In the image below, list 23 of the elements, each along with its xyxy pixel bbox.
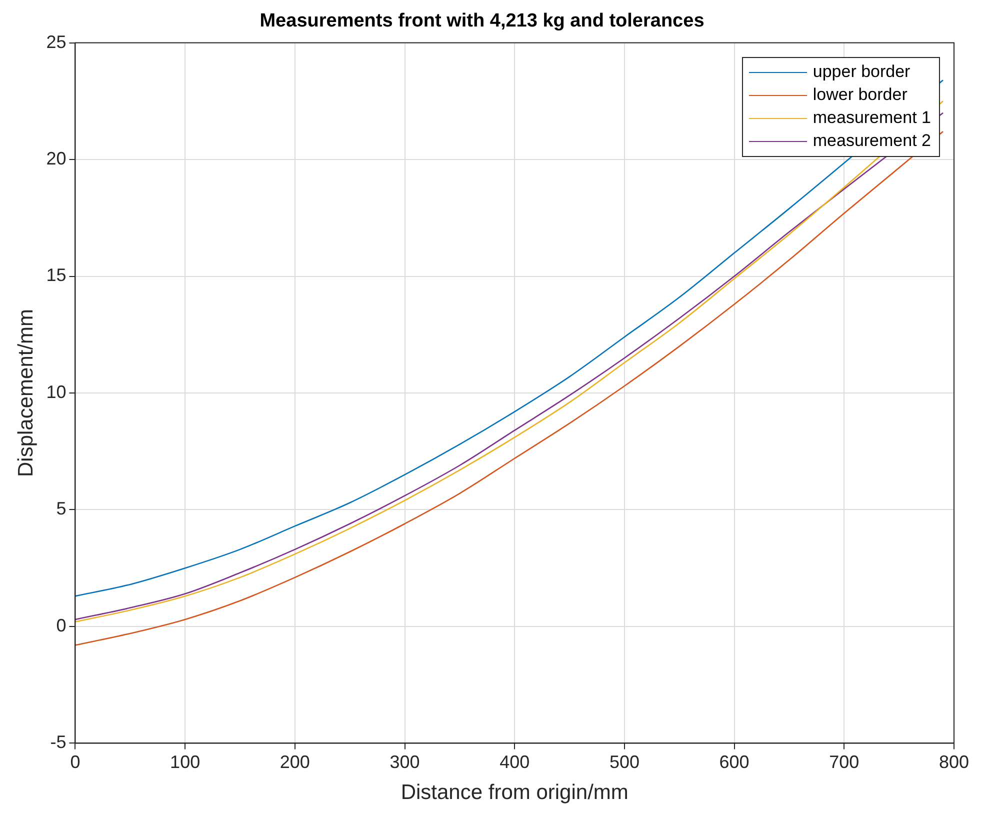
y-tick-label: 25: [46, 32, 66, 52]
y-tick-label: 15: [46, 265, 66, 286]
x-axis-title: Distance from origin/mm: [400, 781, 628, 804]
x-tick-label: 700: [829, 752, 860, 772]
x-tick-label: 0: [70, 752, 80, 772]
y-tick-label: 10: [46, 382, 66, 402]
x-tick-label: 100: [170, 752, 200, 772]
legend-label: measurement 2: [812, 131, 931, 152]
y-tick-label: 20: [46, 148, 66, 168]
y-tick-label: 5: [56, 498, 66, 519]
y-tick-label: -5: [50, 732, 66, 752]
x-tick-label: 200: [280, 752, 310, 772]
x-tick-label: 600: [719, 752, 750, 772]
x-tick-label: 300: [390, 752, 420, 772]
chart-title: Measurements front with 4,213 kg and tolerances: [260, 10, 704, 32]
legend-label: measurement 1: [812, 108, 931, 128]
x-tick-label: 800: [938, 752, 970, 772]
legend-label: upper border: [812, 62, 910, 82]
y-tick-label: 0: [56, 615, 66, 636]
y-axis-title: Displacement/mm: [14, 308, 38, 478]
legend-label: lower border: [812, 85, 908, 106]
x-tick-label: 400: [500, 752, 530, 772]
x-tick-label: 500: [609, 752, 640, 772]
